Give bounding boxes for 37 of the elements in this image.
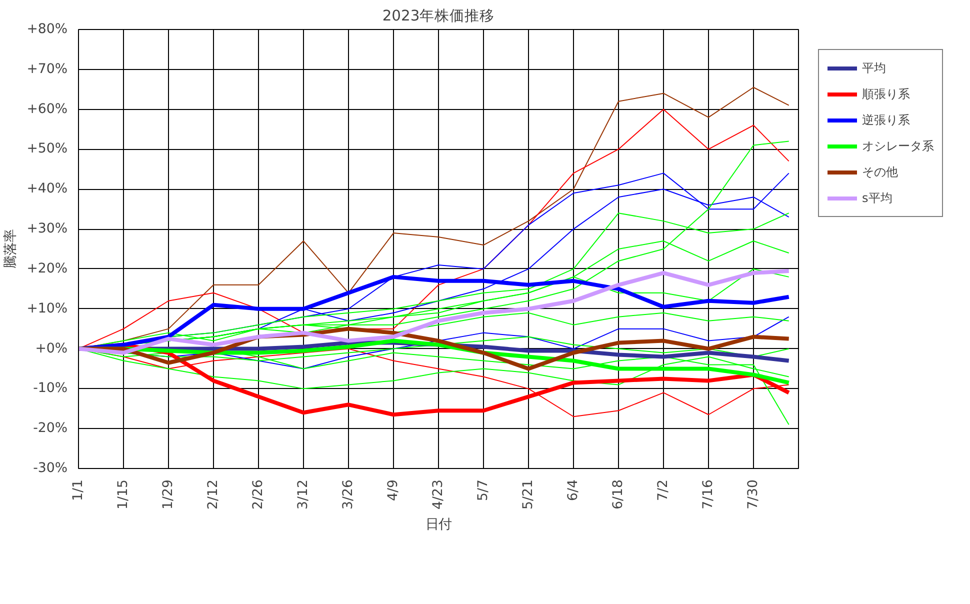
x-tick-label: 7/2 [656,479,671,501]
x-tick-label: 4/9 [386,479,401,501]
x-tick-label: 6/18 [611,479,626,510]
x-tick-label: 5/21 [521,479,536,510]
legend-label: 逆張り系 [862,112,910,128]
y-tick-label: +70% [26,62,68,77]
x-tick-label: 1/15 [116,479,131,510]
x-tick-label: 7/16 [701,479,716,510]
y-tick-label: -30% [33,461,68,476]
legend-label: s平均 [862,190,892,206]
y-tick-label: -20% [33,421,68,436]
legend-label: オシレータ系 [862,138,934,154]
y-tick-label: +80% [26,22,68,37]
y-tick-label: +40% [26,182,68,197]
x-tick-label: 1/1 [71,479,86,501]
x-tick-label: 1/29 [161,479,176,510]
x-tick-label: 5/7 [476,479,491,501]
x-tick-label: 3/12 [296,479,311,510]
y-tick-label: +60% [26,102,68,117]
y-tick-label: +20% [26,261,68,276]
x-tick-label: 4/23 [431,479,446,510]
x-tick-label: 6/4 [566,479,581,501]
x-axis-title: 日付 [426,517,452,532]
y-tick-label: +0% [35,341,68,356]
x-tick-label: 7/30 [746,479,761,510]
legend-label: その他 [862,164,898,180]
y-tick-label: +30% [26,222,68,237]
x-tick-label: 3/26 [341,479,356,510]
y-tick-label: +10% [26,301,68,316]
chart-title: 2023年株価推移 [382,8,495,24]
x-tick-label: 2/26 [251,479,266,510]
y-axis-title: 騰落率 [2,230,19,268]
legend-label: 順張り系 [862,86,910,102]
x-tick-label: 2/12 [206,479,221,510]
y-tick-label: -10% [33,381,68,396]
legend-label: 平均 [862,60,886,76]
y-tick-label: +50% [26,142,68,157]
